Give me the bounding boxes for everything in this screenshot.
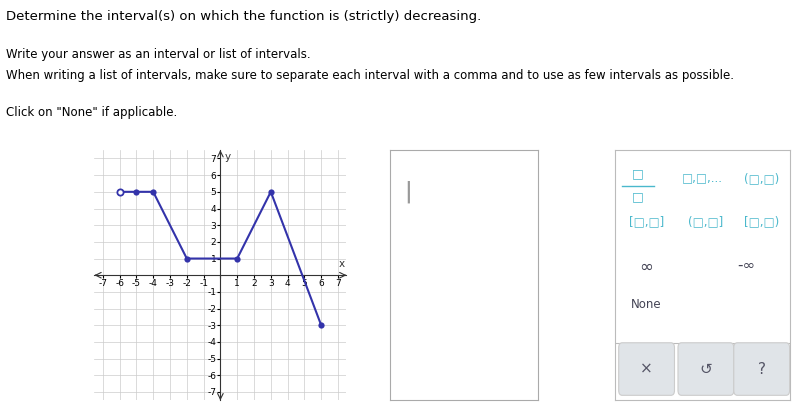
Text: ▏: ▏ xyxy=(408,180,425,203)
Text: □: □ xyxy=(632,168,644,181)
Text: □: □ xyxy=(632,190,644,203)
FancyBboxPatch shape xyxy=(618,343,674,395)
Text: [□,□): [□,□) xyxy=(744,215,779,228)
Text: x: x xyxy=(338,259,345,269)
Text: Click on "None" if applicable.: Click on "None" if applicable. xyxy=(6,106,178,119)
FancyBboxPatch shape xyxy=(678,343,734,395)
Text: ×: × xyxy=(640,362,653,377)
Text: (□,□): (□,□) xyxy=(744,173,779,186)
Text: Determine the interval(s) on which the function is (strictly) decreasing.: Determine the interval(s) on which the f… xyxy=(6,10,482,23)
Text: -∞: -∞ xyxy=(737,258,755,273)
Text: ↺: ↺ xyxy=(699,362,712,377)
FancyBboxPatch shape xyxy=(734,343,790,395)
Text: When writing a list of intervals, make sure to separate each interval with a com: When writing a list of intervals, make s… xyxy=(6,69,734,82)
Text: Write your answer as an interval or list of intervals.: Write your answer as an interval or list… xyxy=(6,48,311,61)
Text: □,□,...: □,□,... xyxy=(682,173,723,186)
Text: ?: ? xyxy=(758,362,766,377)
Text: y: y xyxy=(225,152,230,162)
Text: [□,□]: [□,□] xyxy=(629,215,664,228)
Text: ∞: ∞ xyxy=(640,258,654,276)
Text: (□,□]: (□,□] xyxy=(688,215,723,228)
Text: None: None xyxy=(631,298,662,311)
